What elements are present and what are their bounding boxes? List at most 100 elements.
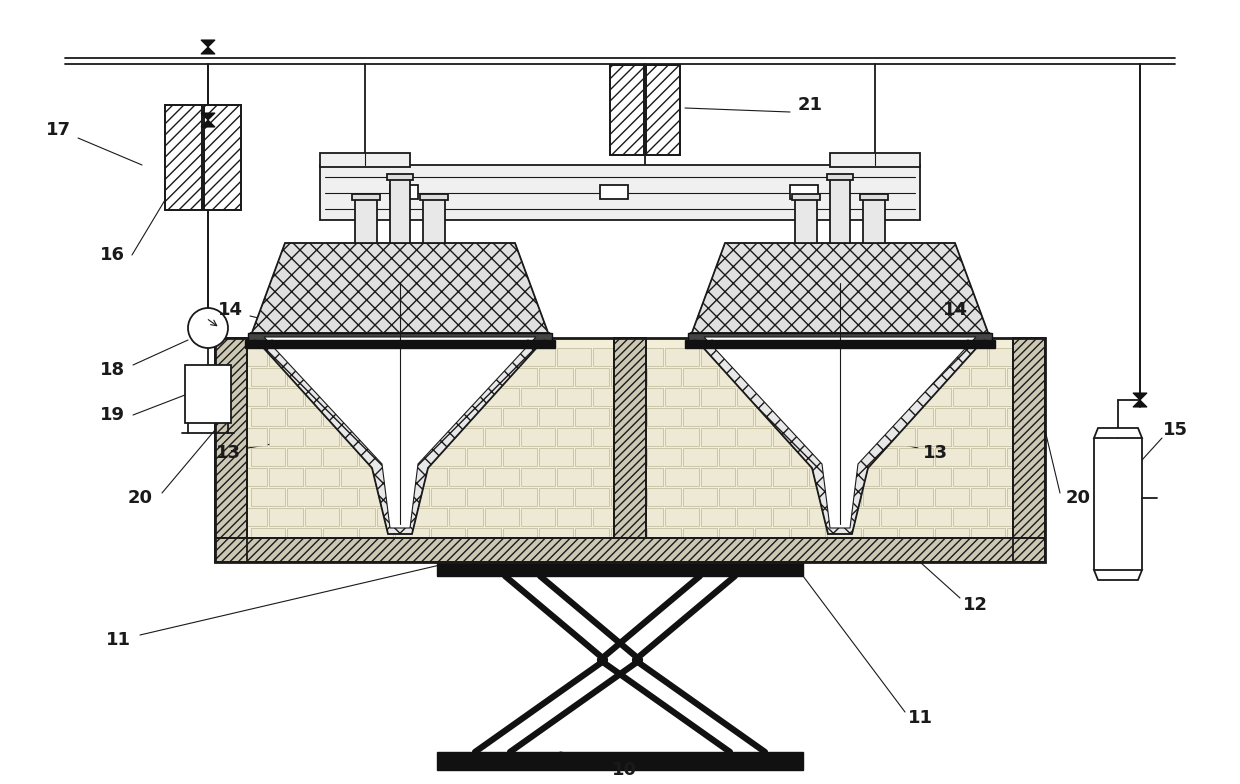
Bar — [918, 468, 951, 486]
Polygon shape — [201, 113, 215, 120]
Bar — [387, 174, 413, 180]
Text: 13: 13 — [216, 444, 241, 462]
Bar — [432, 368, 465, 386]
Bar — [165, 105, 202, 210]
Bar — [899, 368, 932, 386]
Bar — [575, 408, 609, 426]
Bar — [305, 428, 339, 446]
Bar — [396, 488, 429, 506]
Bar — [322, 408, 357, 426]
Polygon shape — [250, 243, 551, 338]
Polygon shape — [201, 120, 215, 127]
Bar — [990, 508, 1023, 526]
Bar — [844, 388, 879, 406]
Bar — [737, 468, 771, 486]
Bar — [827, 488, 861, 506]
Bar — [683, 408, 717, 426]
Bar — [990, 468, 1023, 486]
Bar — [844, 508, 879, 526]
Polygon shape — [1133, 400, 1147, 407]
Text: 20: 20 — [128, 489, 153, 507]
Bar — [755, 528, 789, 546]
Bar — [954, 348, 987, 366]
Bar — [683, 448, 717, 466]
Bar — [610, 65, 644, 155]
Bar — [665, 348, 699, 366]
Bar — [844, 348, 879, 366]
Bar — [827, 408, 861, 426]
Bar — [360, 448, 393, 466]
Bar — [485, 348, 520, 366]
Bar — [215, 338, 247, 562]
Bar — [971, 448, 1004, 466]
Bar — [557, 468, 591, 486]
Bar — [990, 348, 1023, 366]
Bar — [521, 388, 556, 406]
Bar — [250, 448, 285, 466]
Bar — [827, 528, 861, 546]
Text: 19: 19 — [99, 406, 124, 424]
Bar — [719, 448, 753, 466]
Bar — [737, 388, 771, 406]
Bar — [808, 388, 843, 406]
Bar — [521, 468, 556, 486]
Polygon shape — [201, 40, 215, 47]
Bar — [593, 468, 627, 486]
Bar — [773, 468, 807, 486]
Bar — [503, 368, 537, 386]
Polygon shape — [689, 333, 990, 534]
Bar — [449, 508, 484, 526]
Bar — [539, 488, 573, 506]
Bar — [269, 468, 303, 486]
Bar — [954, 508, 987, 526]
Bar — [355, 198, 377, 243]
Bar — [503, 448, 537, 466]
Bar — [215, 338, 1045, 562]
Bar — [396, 368, 429, 386]
Text: 13: 13 — [923, 444, 947, 462]
Bar — [688, 333, 992, 343]
Bar — [250, 488, 285, 506]
Bar — [990, 388, 1023, 406]
Text: 18: 18 — [99, 361, 124, 379]
Bar — [647, 528, 681, 546]
Text: 11: 11 — [105, 631, 130, 649]
Bar — [413, 508, 446, 526]
Bar — [665, 428, 699, 446]
Bar — [755, 488, 789, 506]
Bar — [808, 428, 843, 446]
Bar — [990, 428, 1023, 446]
Bar — [593, 388, 627, 406]
Polygon shape — [689, 243, 990, 338]
Bar — [449, 428, 484, 446]
Bar — [863, 528, 897, 546]
Bar — [485, 468, 520, 486]
Bar — [880, 468, 915, 486]
Bar — [1007, 448, 1042, 466]
Bar — [795, 198, 817, 243]
Bar — [485, 388, 520, 406]
Bar — [808, 508, 843, 526]
Bar — [485, 508, 520, 526]
Bar — [629, 388, 663, 406]
Text: 11: 11 — [908, 709, 932, 727]
Bar — [215, 538, 1045, 562]
Bar — [539, 448, 573, 466]
Bar — [863, 368, 897, 386]
Bar — [377, 428, 410, 446]
Bar — [377, 508, 410, 526]
Bar — [899, 528, 932, 546]
Bar — [215, 338, 247, 562]
Bar — [971, 368, 1004, 386]
Bar — [918, 508, 951, 526]
Circle shape — [525, 340, 532, 348]
Text: 20: 20 — [1065, 489, 1090, 507]
Bar — [467, 368, 501, 386]
Text: 21: 21 — [797, 96, 822, 114]
Bar — [792, 194, 820, 200]
Bar — [377, 348, 410, 366]
Bar — [614, 338, 646, 538]
Bar — [935, 528, 968, 546]
Bar — [935, 368, 968, 386]
Bar — [1007, 368, 1042, 386]
